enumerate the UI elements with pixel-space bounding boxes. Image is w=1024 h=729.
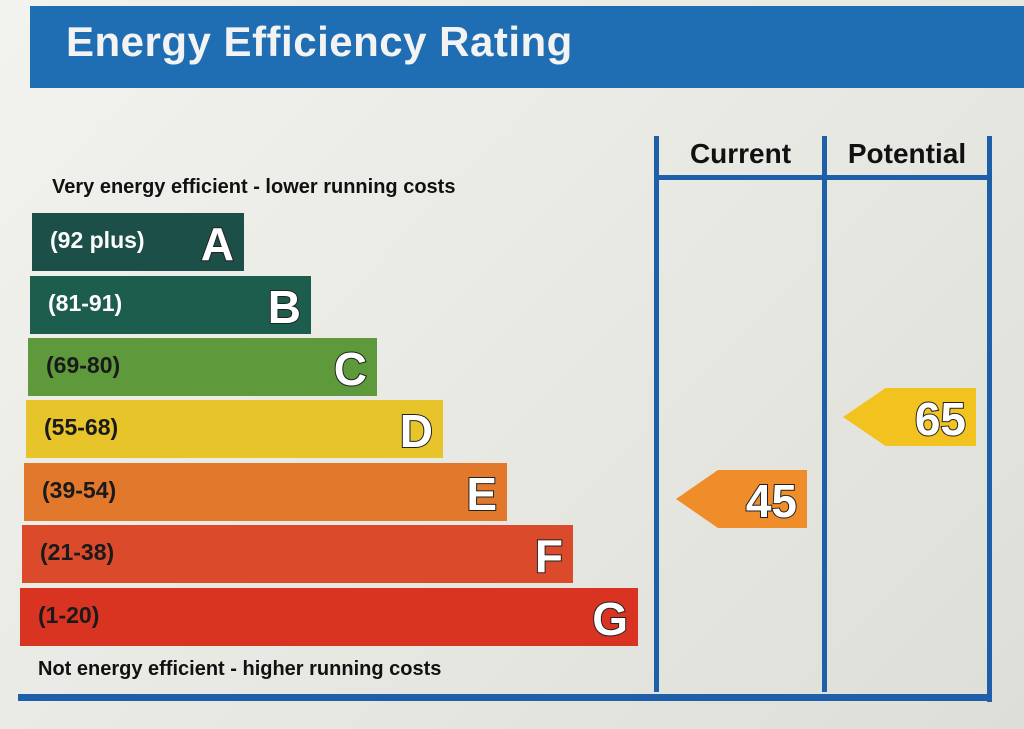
potential-column-header: Potential	[847, 138, 967, 169]
frame-right-line	[987, 136, 992, 702]
band-a: (92 plus) A	[32, 213, 244, 271]
band-g-letter: G	[591, 592, 629, 646]
band-b-range: (81-91)	[48, 290, 123, 316]
current-rating-value: 45	[745, 474, 798, 528]
band-g: (1-20) G	[20, 588, 638, 646]
band-e-range: (39-54)	[42, 477, 117, 503]
title-banner	[30, 6, 1024, 88]
band-b: (81-91) B	[30, 276, 311, 334]
band-e-letter: E	[465, 467, 498, 521]
band-b-letter: B	[267, 280, 302, 334]
band-f: (21-38) F	[22, 525, 573, 583]
bottom-caption: Not energy efficient - higher running co…	[38, 658, 442, 680]
frame-middle-line	[822, 136, 827, 692]
top-caption: Very energy efficient - lower running co…	[52, 176, 456, 198]
band-f-letter: F	[534, 529, 564, 583]
band-g-range: (1-20)	[38, 602, 100, 628]
band-a-letter: A	[200, 217, 235, 271]
band-d-range: (55-68)	[44, 414, 119, 440]
band-c-range: (69-80)	[46, 352, 121, 378]
band-a-range: (92 plus)	[50, 227, 145, 253]
frame-left-line	[654, 136, 659, 692]
current-rating-arrow: 45	[676, 470, 807, 528]
potential-rating-value: 65	[914, 392, 967, 446]
bottom-line	[18, 694, 992, 701]
band-d: (55-68) D	[26, 400, 443, 458]
chart-title: Energy Efficiency Rating	[66, 18, 573, 65]
potential-rating-arrow: 65	[843, 388, 976, 446]
band-c: (69-80) C	[28, 338, 377, 396]
current-column-header: Current	[689, 138, 792, 169]
band-e: (39-54) E	[24, 463, 507, 521]
band-d-letter: D	[399, 404, 434, 458]
band-c-letter: C	[333, 342, 368, 396]
header-divider-line	[654, 175, 992, 180]
band-f-range: (21-38)	[40, 539, 115, 565]
